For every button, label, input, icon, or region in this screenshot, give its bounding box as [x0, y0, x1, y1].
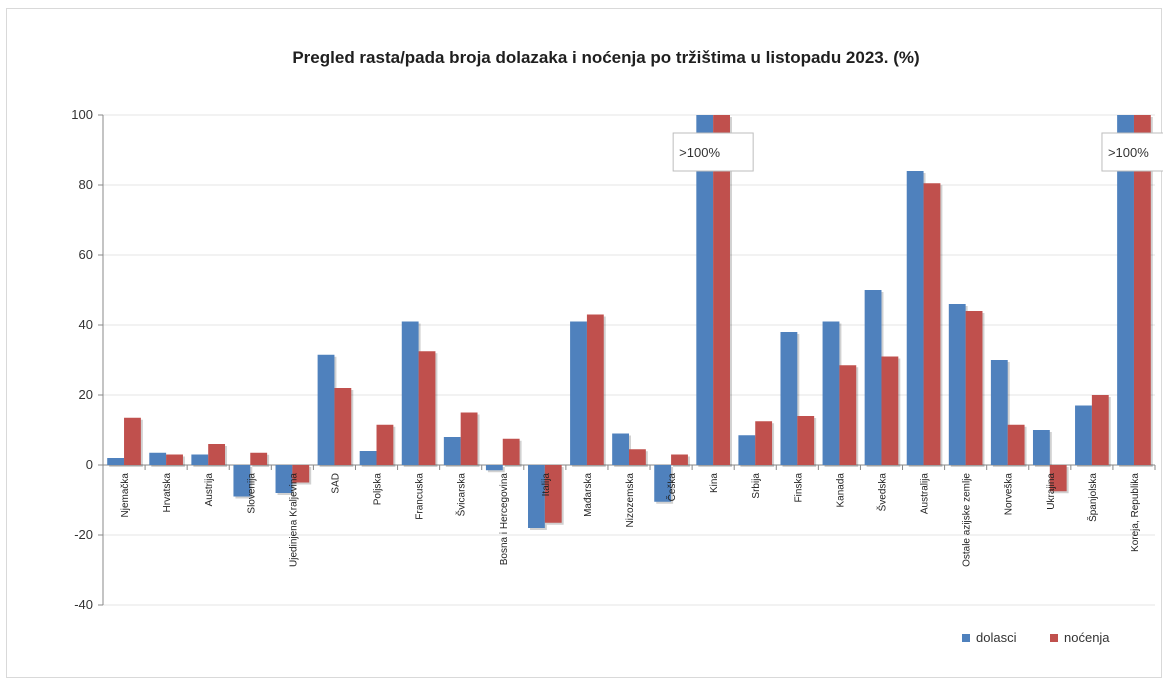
bar-nocenja: [418, 351, 436, 465]
bar-nocenja: [629, 449, 646, 465]
callout-box: [672, 132, 754, 172]
bar-dolasci: [654, 465, 672, 502]
bar-dolasci: [149, 452, 167, 465]
bar-nocenja: [376, 424, 394, 465]
category-label: Srbija: [751, 473, 762, 499]
category-label: Španjolska: [1086, 473, 1099, 522]
legend-label: dolasci: [976, 630, 1017, 645]
bar-dolasci: [948, 304, 966, 465]
bar-nocenja: [208, 444, 226, 465]
legend-label: noćenja: [1064, 630, 1110, 645]
y-tick-label: 60: [79, 247, 93, 262]
bar-dolasci: [864, 290, 882, 465]
callouts: >100% >100%: [672, 132, 1163, 172]
bar-dolasci: [612, 433, 629, 465]
bar-dolasci: [191, 454, 209, 465]
bar-dolasci: [738, 435, 756, 465]
bar-nocenja: [124, 417, 141, 465]
category-label: SAD: [330, 473, 341, 494]
y-tick-label: 80: [79, 177, 93, 192]
bar-nocenja: [166, 454, 183, 465]
category-label: Švedska: [875, 473, 888, 512]
bar-dolasci: [107, 458, 125, 465]
category-label: Poljska: [373, 473, 384, 506]
category-label: Njemačka: [120, 473, 131, 518]
bar-dolasci: [528, 465, 545, 528]
bar-nocenja: [671, 454, 688, 465]
bar-dolasci: [1032, 430, 1050, 465]
bar-nocenja: [586, 314, 604, 465]
category-label: Ostale azijske zemlje: [962, 473, 973, 567]
bar-nocenja: [1007, 424, 1025, 465]
category-label: Finska: [793, 473, 804, 503]
category-label: Češka: [665, 473, 678, 502]
axes: 100 80 60 40 20 0 -20 -40: [71, 107, 1156, 612]
category-labels: Njemačka Hrvatska Austrija Slovenija Ujedinj…: [120, 473, 1141, 567]
bar-dolasci: [443, 437, 461, 465]
bar-nocenja: [250, 452, 268, 465]
bar-nocenja: [460, 412, 478, 465]
category-label: Italija: [541, 473, 552, 497]
bar-nocenja: [881, 356, 899, 465]
category-label: Švicarska: [455, 473, 468, 517]
category-label: Bosna i Hercegovina: [499, 473, 510, 566]
category-label: Kanada: [835, 473, 846, 508]
bar-nocenja: [755, 421, 773, 465]
category-label: Francuska: [415, 473, 426, 520]
bar-nocenja: [923, 183, 941, 465]
bar-dolasci: [359, 451, 377, 465]
bar-dolasci: [233, 465, 251, 497]
callout-box: [1101, 132, 1163, 172]
y-tick-label: 40: [79, 317, 93, 332]
category-label: Ujedinjena Kraljevina: [288, 473, 299, 567]
bars: [107, 115, 1153, 530]
legend: dolasci noćenja: [962, 630, 1110, 645]
y-tick-label: 100: [71, 107, 93, 122]
bar-nocenja: [502, 438, 520, 465]
callout-label: >100%: [1108, 145, 1149, 160]
callout-label: >100%: [679, 145, 720, 160]
bar-dolasci: [1075, 405, 1092, 465]
category-label: Nizozemska: [625, 473, 636, 528]
bar-dolasci: [401, 321, 419, 465]
legend-swatch: [962, 634, 970, 642]
category-label: Australija: [920, 473, 931, 515]
y-tick-label: 20: [79, 387, 93, 402]
category-label: Norveška: [1004, 473, 1015, 516]
bar-dolasci: [1117, 115, 1134, 465]
bar-chart: Pregled rasta/pada broja dolazaka i noće…: [71, 48, 1163, 645]
bar-nocenja: [1049, 465, 1067, 492]
y-tick-label: -20: [74, 527, 93, 542]
bar-nocenja: [292, 465, 310, 483]
category-label: Ukrajina: [1046, 473, 1057, 510]
category-label: Kina: [709, 473, 720, 493]
category-label: Austrija: [204, 473, 215, 507]
bar-dolasci: [780, 332, 798, 465]
bar-dolasci: [275, 465, 293, 493]
bar-dolasci: [906, 171, 924, 465]
category-label: Koreja, Republika: [1130, 473, 1141, 552]
bar-nocenja: [1091, 395, 1109, 465]
bar-dolasci: [485, 465, 503, 471]
category-label: Mađarska: [583, 473, 594, 517]
bar-nocenja: [1133, 115, 1151, 465]
bar-dolasci: [696, 115, 714, 465]
category-label: Hrvatska: [162, 473, 173, 513]
y-tick-label: -40: [74, 597, 93, 612]
category-label: Slovenija: [246, 473, 257, 514]
chart-frame: Pregled rasta/pada broja dolazaka i noće…: [6, 8, 1163, 678]
bar-dolasci: [990, 360, 1008, 465]
y-tick-label: 0: [86, 457, 93, 472]
bar-nocenja: [797, 416, 815, 465]
bar-dolasci: [570, 321, 587, 465]
bar-nocenja: [965, 311, 983, 465]
chart-title: Pregled rasta/pada broja dolazaka i noće…: [292, 48, 919, 67]
bar-dolasci: [317, 354, 335, 465]
legend-swatch: [1050, 634, 1058, 642]
bar-nocenja: [334, 388, 352, 465]
bar-dolasci: [822, 321, 840, 465]
bar-nocenja: [544, 465, 562, 523]
bar-nocenja: [713, 115, 730, 465]
bar-nocenja: [839, 365, 857, 465]
